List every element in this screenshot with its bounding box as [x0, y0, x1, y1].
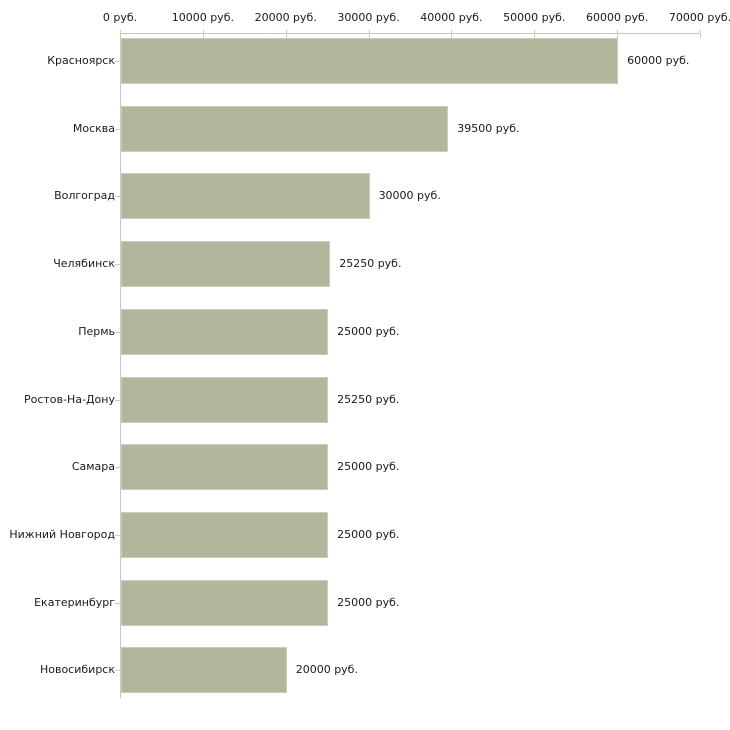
category-label: Ростов-На-Дону [23, 392, 115, 406]
x-tick-mark [451, 30, 453, 38]
category-label: Москва [72, 121, 115, 135]
category-label: Екатеринбург [34, 595, 115, 609]
value-label: 25250 руб. [339, 257, 402, 271]
y-tick-mark [115, 670, 120, 672]
x-tick-label: 20000 руб. [254, 11, 317, 24]
bar-row: Челябинск 25250 руб. [0, 236, 730, 304]
x-tick-label: 60000 руб. [586, 11, 649, 24]
x-tick-mark [120, 30, 121, 38]
bar [121, 308, 329, 355]
bar-row: Пермь 25000 руб. [0, 304, 730, 372]
category-label: Челябинск [53, 257, 115, 271]
category-label: Новосибирск [39, 663, 115, 677]
value-label: 30000 руб. [378, 189, 441, 203]
bar [121, 647, 287, 694]
category-label: Пермь [78, 324, 115, 338]
y-axis-line [120, 33, 121, 698]
y-tick-mark [115, 61, 120, 62]
x-tick-label: 40000 руб. [420, 11, 483, 24]
y-tick-mark [115, 467, 120, 469]
bar-row: Нижний Новгород 25000 руб. [0, 507, 730, 575]
bar-row: Красноярск 60000 руб. [0, 33, 730, 101]
bar-row: Новосибирск 20000 руб. [0, 642, 730, 710]
x-axis-line [120, 33, 701, 34]
value-label: 25000 руб. [337, 324, 400, 338]
y-tick-mark [115, 196, 120, 198]
bar [121, 579, 329, 626]
bar [121, 511, 329, 558]
bar-row: Екатеринбург 25000 руб. [0, 575, 730, 643]
bar-row: Волгоград 30000 руб. [0, 168, 730, 236]
value-label: 20000 руб. [295, 663, 358, 677]
category-label: Красноярск [47, 54, 115, 67]
y-tick-mark [115, 534, 120, 536]
x-tick-label: 10000 руб. [171, 11, 234, 24]
y-tick-mark [115, 602, 120, 604]
value-label: 39500 руб. [457, 121, 520, 135]
value-label: 25000 руб. [337, 527, 400, 541]
x-tick-label: 30000 руб. [337, 11, 400, 24]
x-tick-label: 0 руб. [102, 11, 138, 24]
value-label: 25000 руб. [337, 460, 400, 474]
value-label: 60000 руб. [627, 54, 690, 67]
x-tick-mark [534, 30, 536, 38]
y-tick-mark [115, 264, 120, 266]
bar-row: Ростов-На-Дону 25250 руб. [0, 372, 730, 440]
x-tick-label: 50000 руб. [503, 11, 566, 24]
category-label: Нижний Новгород [9, 527, 115, 541]
x-tick-mark [700, 30, 701, 38]
y-tick-mark [115, 399, 120, 401]
bar [121, 105, 449, 152]
y-tick-mark [115, 331, 120, 333]
category-label: Самара [71, 460, 115, 474]
bar [121, 376, 329, 423]
bar [121, 444, 329, 491]
value-label: 25250 руб. [337, 392, 400, 406]
x-tick-mark [617, 30, 619, 38]
x-tick-mark [202, 30, 204, 38]
x-tick-mark [285, 30, 287, 38]
x-tick-label: 70000 руб. [668, 11, 730, 24]
bar [121, 173, 370, 220]
bar-row: Самара 25000 руб. [0, 439, 730, 507]
category-label: Волгоград [54, 189, 115, 203]
x-tick-mark [368, 30, 370, 38]
bar [121, 38, 619, 84]
bar-row: Москва 39500 руб. [0, 101, 730, 169]
bar [121, 241, 331, 288]
y-tick-mark [115, 128, 120, 130]
value-label: 25000 руб. [337, 595, 400, 609]
